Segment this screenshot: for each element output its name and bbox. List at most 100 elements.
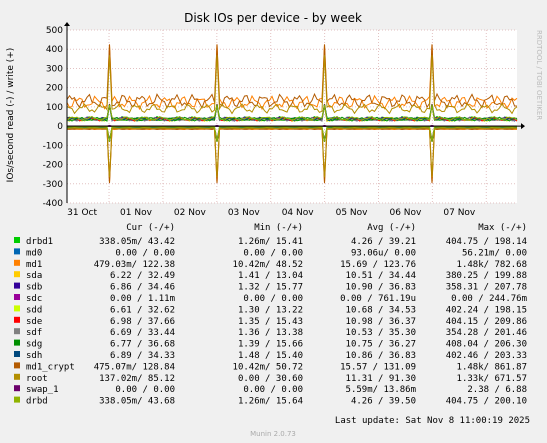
legend-header-max: Max (-/+) xyxy=(478,223,527,233)
legend-max: 1.33k/ 671.57 xyxy=(457,374,527,384)
legend-swatch xyxy=(14,248,20,255)
y-tick-labels: 500 400 300 200 100 0 -100 -200 -300 -400 xyxy=(43,26,64,209)
legend-cur: 479.03m/ 122.38 xyxy=(94,260,175,270)
x-tick-label: 07 Nov xyxy=(443,208,476,218)
x-tick-label: 01 Nov xyxy=(120,208,153,218)
legend-min: 1.30 / 13.22 xyxy=(238,305,303,315)
legend-cur: 6.22 / 32.49 xyxy=(110,271,175,281)
legend-max: 56.21m/ 0.00 xyxy=(462,248,527,258)
legend-name: sdg xyxy=(26,340,42,350)
legend-min: 1.26m/ 15.64 xyxy=(238,397,303,407)
legend-name: swap_1 xyxy=(26,385,59,395)
legend-swatch xyxy=(14,237,20,243)
legend-name: drbd1 xyxy=(26,237,53,247)
legend-cur: 6.86 / 34.46 xyxy=(110,283,175,293)
legend-avg: 10.98 / 36.37 xyxy=(346,317,416,327)
y-tick-label: 500 xyxy=(46,26,63,36)
legend-swatch xyxy=(14,362,20,369)
legend-row-drbd: drbd 338.05m/ 43.68 1.26m/ 15.64 4.26 / 39.… xyxy=(14,396,527,407)
legend-row-sdh: sdh 6.89 / 34.33 1.48 / 15.40 10.86 / 36.83… xyxy=(14,351,527,361)
legend-avg: 15.69 / 123.76 xyxy=(340,260,416,270)
legend-avg: 10.53 / 35.30 xyxy=(346,328,416,338)
legend-cur: 6.77 / 36.68 xyxy=(110,340,175,350)
legend-row-sdg: sdg 6.77 / 36.68 1.39 / 15.66 10.75 / 36.27… xyxy=(14,339,527,350)
legend-name: sdd xyxy=(26,305,42,315)
x-tick-label: 04 Nov xyxy=(282,208,315,218)
legend-max: 0.00 / 244.76m xyxy=(451,294,527,304)
legend-row-md1_crypt: md1_crypt 475.07m/ 128.84 10.42m/ 50.72 15.… xyxy=(14,362,527,372)
x-tick-label: 31 Oct xyxy=(67,208,97,218)
legend-avg: 4.26 / 39.50 xyxy=(351,397,416,407)
legend-cur: 6.98 / 37.66 xyxy=(110,317,175,327)
legend-name: md1 xyxy=(26,260,42,270)
legend-swatch xyxy=(14,396,20,403)
legend-avg: 5.59m/ 13.86m xyxy=(346,385,416,395)
legend-swatch xyxy=(14,385,20,392)
legend-avg: 0.00 / 761.19u xyxy=(340,294,416,304)
legend-max: 402.24 / 198.15 xyxy=(446,305,527,315)
x-tick-label: 05 Nov xyxy=(336,208,369,218)
y-tick-label: 300 xyxy=(46,64,63,74)
legend-cur: 0.00 / 0.00 xyxy=(115,385,175,395)
legend-min: 1.26m/ 15.41 xyxy=(238,237,303,247)
legend-cur: 137.02m/ 85.12 xyxy=(99,374,175,384)
legend-min: 10.42m/ 50.72 xyxy=(233,362,303,372)
series-line-write-md1 xyxy=(66,44,518,111)
legend-min: 10.42m/ 48.52 xyxy=(233,260,303,270)
legend-min: 1.41 / 13.04 xyxy=(238,271,303,281)
legend-min: 1.39 / 15.66 xyxy=(238,340,303,350)
legend-row-drbd1: drbd1 338.05m/ 43.42 1.26m/ 15.41 4.26 / 39… xyxy=(14,237,527,247)
last-update: Last update: Sat Nov 8 11:00:19 2025 xyxy=(335,416,530,426)
y-tick-label: 100 xyxy=(46,103,63,113)
legend-row-md1: md1 479.03m/ 122.38 10.42m/ 48.52 15.69 / 1… xyxy=(14,259,527,270)
legend-min: 1.36 / 13.38 xyxy=(238,328,303,338)
legend-swatch xyxy=(14,305,20,312)
legend-cur: 6.69 / 33.44 xyxy=(110,328,175,338)
legend-max: 1.48k/ 861.87 xyxy=(457,362,527,372)
legend-cur: 6.89 / 34.33 xyxy=(110,351,175,361)
legend-name: sdc xyxy=(26,294,42,304)
legend-header: Cur (-/+) Min (-/+) Avg (-/+) Max (-/+) xyxy=(126,223,527,233)
y-tick-label: -400 xyxy=(43,199,64,209)
x-tick-label: 06 Nov xyxy=(389,208,422,218)
watermark: RRDTOOL / TOBI OETIKER xyxy=(535,30,543,120)
y-tick-label: 400 xyxy=(46,45,63,55)
legend-min: 1.48 / 15.40 xyxy=(238,351,303,361)
legend-row-sdd: sdd 6.61 / 32.62 1.30 / 13.22 10.68 / 34.53… xyxy=(14,305,527,315)
legend-avg: 11.31 / 91.30 xyxy=(346,374,416,384)
legend-swatch xyxy=(14,373,20,380)
y-tick-label: -100 xyxy=(43,141,64,151)
legend-min: 0.00 / 0.00 xyxy=(243,248,303,258)
legend-max: 380.25 / 199.88 xyxy=(446,271,527,281)
legend-row-md0: md0 0.00 / 0.00 0.00 / 0.00 93.06u/ 0.00 56.… xyxy=(14,248,527,258)
legend-name: sda xyxy=(26,271,42,281)
legend-min: 0.00 / 30.60 xyxy=(238,374,303,384)
legend-name: sdf xyxy=(26,328,42,338)
legend-row-sde: sde 6.98 / 37.66 1.35 / 15.43 10.98 / 36.37… xyxy=(14,316,527,327)
legend-swatch xyxy=(14,271,20,278)
legend-max: 402.46 / 203.33 xyxy=(446,351,527,361)
x-tick-label: 03 Nov xyxy=(228,208,261,218)
legend-cur: 475.07m/ 128.84 xyxy=(94,362,175,372)
legend-row-sda: sda 6.22 / 32.49 1.41 / 13.04 10.51 / 34.44… xyxy=(14,271,527,281)
legend-min: 1.32 / 15.77 xyxy=(238,283,303,293)
series-line-write-md1_crypt xyxy=(66,44,518,110)
legend-name: root xyxy=(26,374,48,384)
legend-swatch xyxy=(14,328,20,335)
series-line-write-root xyxy=(66,55,518,115)
y-tick-label: 0 xyxy=(57,122,63,132)
legend-swatch xyxy=(14,316,20,323)
legend-avg: 4.26 / 39.21 xyxy=(351,237,416,247)
series-line-read-drbd xyxy=(66,126,518,142)
legend-avg: 15.57 / 131.09 xyxy=(340,362,416,372)
legend-header-cur: Cur (-/+) xyxy=(126,223,175,233)
legend-max: 404.75 / 200.10 xyxy=(446,397,527,407)
legend-cur: 338.05m/ 43.68 xyxy=(99,397,175,407)
x-tick-labels: 31 Oct 01 Nov 02 Nov 03 Nov 04 Nov 05 Nov 06 N… xyxy=(67,208,476,218)
legend-avg: 10.51 / 34.44 xyxy=(346,271,416,281)
legend-row-sdb: sdb 6.86 / 34.46 1.32 / 15.77 10.90 / 36.83… xyxy=(14,282,527,293)
legend-swatch xyxy=(14,351,20,357)
legend-min: 0.00 / 0.00 xyxy=(243,294,303,304)
legend-row-root: root 137.02m/ 85.12 0.00 / 30.60 11.31 / 91… xyxy=(14,373,527,384)
x-axis-arrow xyxy=(521,123,525,130)
